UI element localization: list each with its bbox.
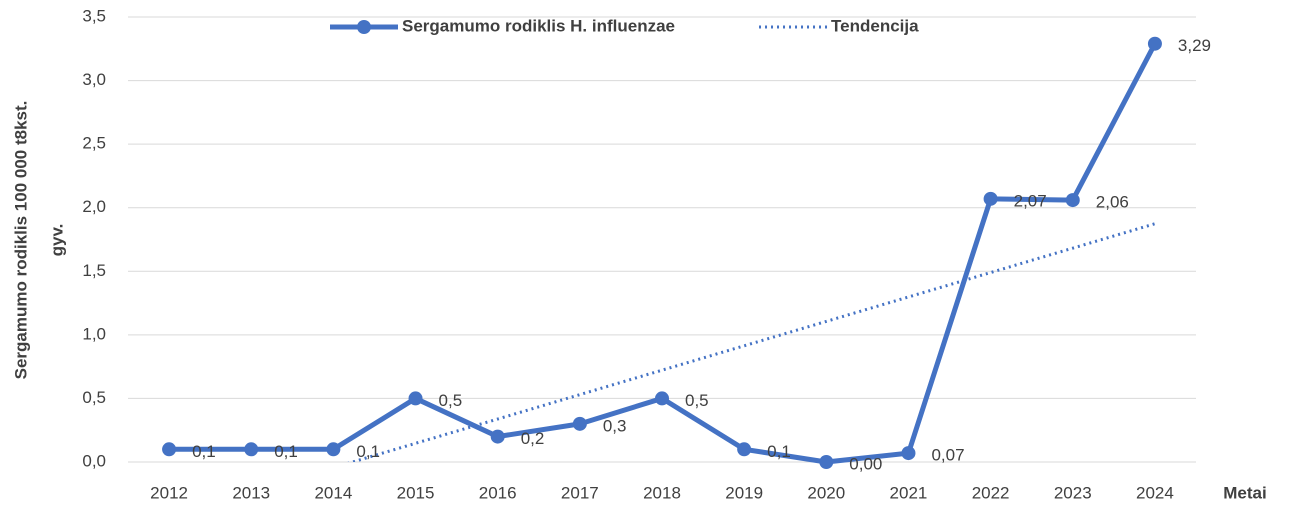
data-label: 3,29	[1178, 36, 1211, 55]
x-tick-label: 2021	[890, 483, 928, 502]
data-label: 0,3	[603, 416, 627, 435]
x-tick-label: 2023	[1054, 483, 1092, 502]
marker	[1147, 36, 1162, 51]
data-label: 0,1	[767, 442, 791, 461]
data-label: 0,1	[192, 442, 216, 461]
y-tick-label: 1,0	[82, 324, 106, 343]
marker	[819, 455, 834, 469]
x-tick-label: 2022	[972, 483, 1010, 502]
y-axis-title: Sergamumo rodiklis 100 000 t8kst.	[11, 101, 30, 380]
data-label: 0,07	[931, 446, 964, 465]
x-tick-label: 2013	[232, 483, 270, 502]
plot-area	[347, 222, 1156, 462]
marker	[983, 191, 998, 206]
x-tick-label: 2012	[150, 483, 188, 502]
x-tick-label: 2015	[397, 483, 435, 502]
data-label: 0,1	[274, 442, 298, 461]
x-tick-label: 2020	[807, 483, 845, 502]
marker	[244, 442, 259, 457]
marker	[326, 442, 341, 457]
y-tick-label: 0,5	[82, 388, 106, 407]
marker	[737, 442, 752, 457]
marker	[162, 442, 177, 457]
x-tick-label: 2024	[1136, 483, 1174, 502]
y-tick-label: 2,5	[82, 134, 106, 153]
data-label: 0,00	[849, 454, 882, 473]
marker	[408, 391, 423, 406]
y-tick-label: 0,0	[82, 451, 106, 470]
marker	[1065, 193, 1080, 208]
y-tick-label: 3,5	[82, 6, 106, 25]
marker	[655, 391, 669, 406]
legend-marker	[357, 20, 371, 34]
data-label: 0,5	[685, 391, 709, 410]
data-label: 0,2	[521, 429, 545, 448]
x-tick-label: 2016	[479, 483, 517, 502]
data-label: 0,5	[439, 391, 463, 410]
x-axis-title: Metai	[1223, 483, 1266, 502]
y-tick-label: 2,0	[82, 197, 106, 216]
marker	[572, 416, 587, 431]
y-axis-title: gyv.	[47, 224, 66, 257]
data-label: 2,07	[1014, 191, 1047, 210]
x-tick-label: 2018	[643, 483, 681, 502]
y-tick-label: 3,0	[82, 70, 106, 89]
marker	[490, 429, 505, 444]
x-tick-label: 2014	[314, 483, 352, 502]
legend-label: Sergamumo rodiklis H. influenzae	[402, 16, 675, 35]
trend-line	[347, 222, 1156, 462]
x-tick-label: 2017	[561, 483, 599, 502]
x-tick-label: 2019	[725, 483, 763, 502]
legend-label: Tendencija	[831, 16, 919, 35]
data-label: 2,06	[1096, 193, 1129, 212]
y-tick-label: 1,5	[82, 261, 106, 280]
marker	[901, 446, 916, 461]
data-label: 0,1	[356, 442, 380, 461]
